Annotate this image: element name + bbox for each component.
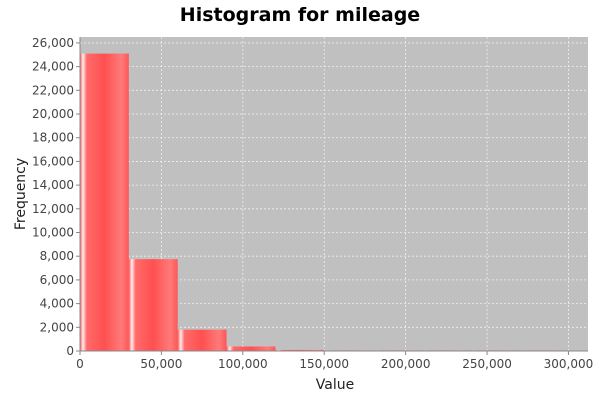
histogram-bar	[80, 53, 129, 351]
y-tick-label: 24,000	[32, 60, 74, 74]
y-axis-label: Frequency	[13, 158, 29, 230]
y-tick-label: 26,000	[32, 36, 74, 50]
histogram-bar	[275, 349, 325, 351]
x-tick-label: 200,000	[381, 357, 431, 371]
x-axis-label: Value	[316, 377, 354, 393]
x-tick-label: 0	[76, 357, 84, 371]
histogram-bar	[226, 346, 276, 351]
x-tick-label: 250,000	[462, 357, 512, 371]
y-tick-label: 12,000	[32, 202, 74, 216]
histogram-bar	[177, 329, 227, 351]
y-tick-label: 4,000	[40, 297, 74, 311]
y-tick-label: 8,000	[40, 249, 74, 263]
bars	[80, 53, 569, 351]
chart-title: Histogram for mileage	[180, 4, 420, 26]
y-tick-label: 14,000	[32, 178, 74, 192]
histogram-bar	[128, 259, 178, 351]
x-tick-label: 150,000	[299, 357, 349, 371]
x-tick-label: 100,000	[218, 357, 268, 371]
y-tick-label: 16,000	[32, 154, 74, 168]
y-tick-label: 22,000	[32, 83, 74, 97]
y-tick-label: 0	[66, 344, 74, 358]
y-tick-label: 2,000	[40, 320, 74, 334]
y-tick-label: 20,000	[32, 107, 74, 121]
y-tick-label: 10,000	[32, 226, 74, 240]
x-tick-label: 50,000	[140, 357, 182, 371]
y-tick-label: 18,000	[32, 131, 74, 145]
y-tick-label: 6,000	[40, 273, 74, 287]
x-tick-label: 300,000	[544, 357, 594, 371]
axes: 0 2,000 4,000 6,000 8,000 10,000 12,000 14,000 1…	[32, 36, 593, 371]
